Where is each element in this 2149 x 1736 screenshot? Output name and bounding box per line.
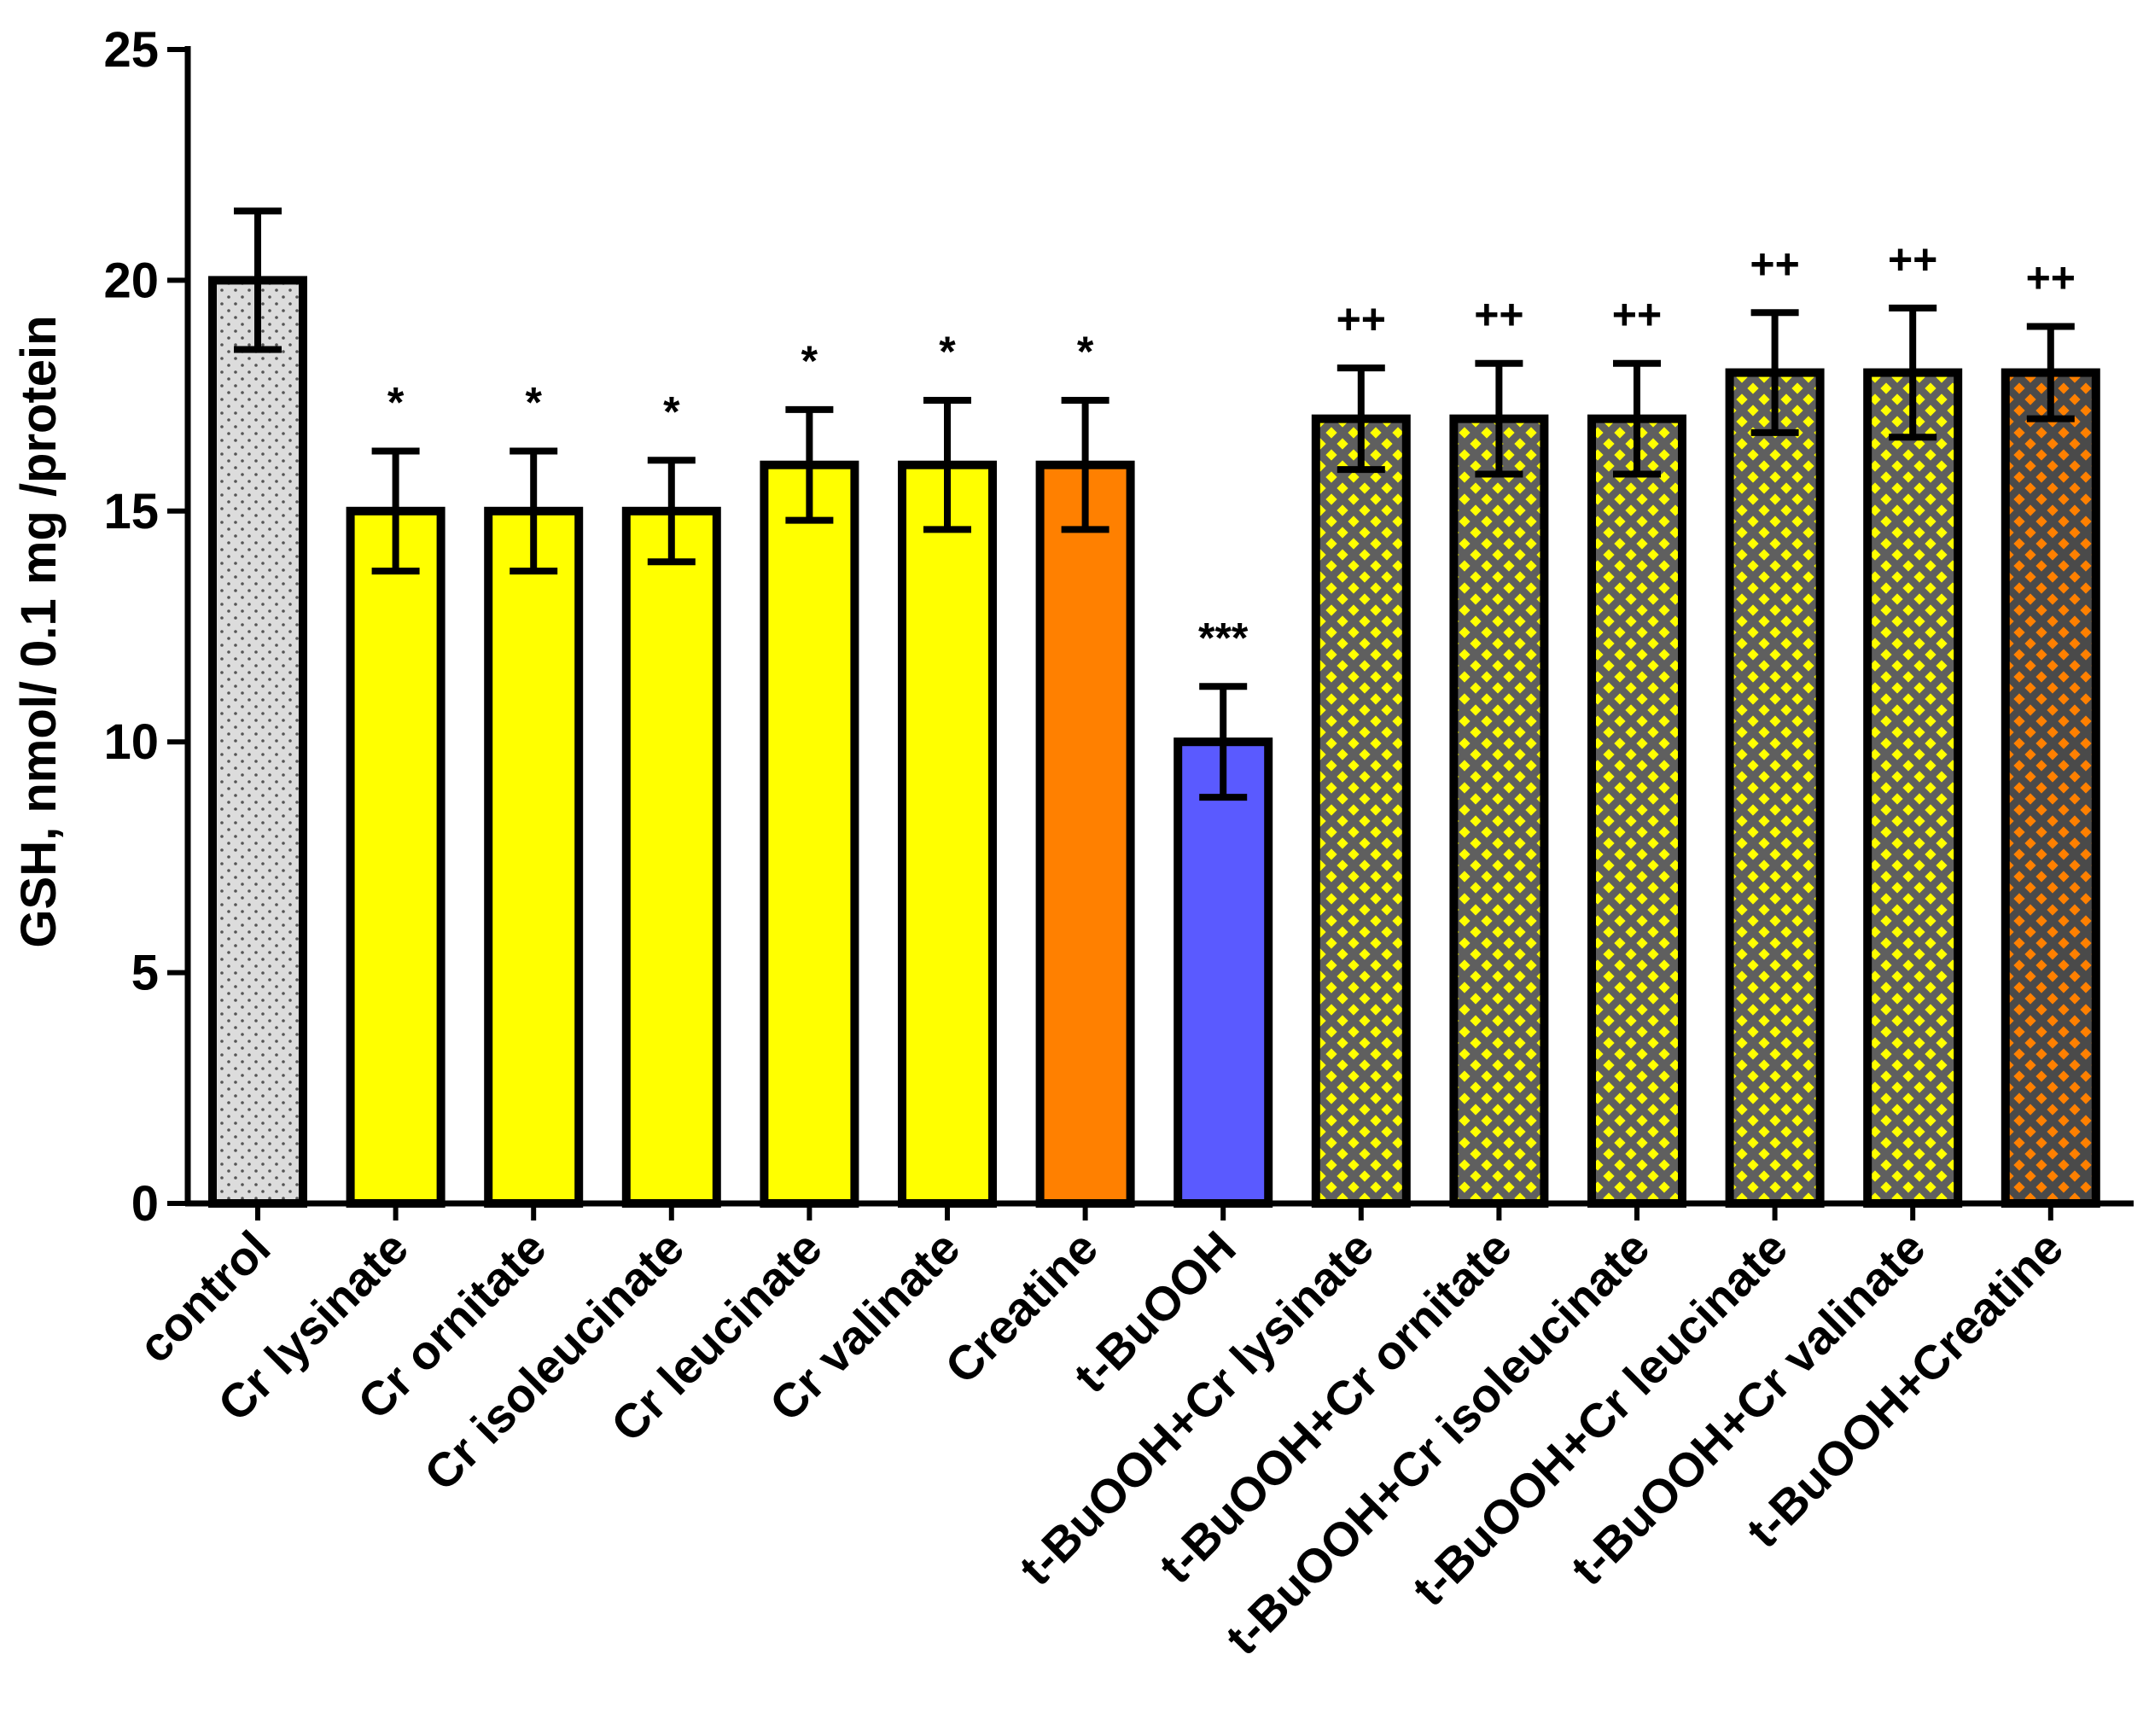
bar-cr-lysinate <box>346 506 446 1208</box>
y-tick-label-5: 5 <box>131 946 159 1001</box>
bar-creatine <box>1035 460 1135 1208</box>
bar-control <box>208 276 307 1208</box>
error-bar-t-buooh-cr-valinate <box>1889 304 1937 441</box>
significance-t-buooh-cr-valinate: ++ <box>1888 236 1937 283</box>
significance-t-buooh-cr-lysinate: ++ <box>1337 295 1386 343</box>
error-bar-cr-isoleucinate <box>647 457 696 566</box>
bar-cr-isoleucinate <box>621 506 721 1208</box>
significance-cr-leucinate: * <box>801 337 818 385</box>
y-tick-label-10: 10 <box>103 714 159 770</box>
significance-t-buooh-cr-leucinate: ++ <box>1750 240 1799 288</box>
significance-cr-lysinate: * <box>387 378 405 426</box>
bar-t-buooh-cr-valinate <box>1863 368 1963 1208</box>
error-bar-creatine <box>1061 397 1109 533</box>
significance-t-buooh: *** <box>1198 614 1249 661</box>
error-bar-cr-leucinate <box>785 405 834 524</box>
significance-creatine: * <box>1077 328 1094 376</box>
error-bar-cr-ornitate <box>510 447 558 575</box>
error-bar-control <box>234 207 282 353</box>
significance-t-buooh-creatine: ++ <box>2026 253 2076 301</box>
bar-cr-leucinate <box>760 460 859 1208</box>
bar-cr-valinate <box>898 460 997 1208</box>
bar-t-buooh-creatine <box>2000 368 2100 1208</box>
bar-t-buooh-cr-lysinate <box>1311 414 1411 1208</box>
y-tick-label-20: 20 <box>103 253 159 308</box>
bar-t-buooh <box>1174 737 1273 1208</box>
y-tick-label-0: 0 <box>131 1176 159 1232</box>
error-bar-t-buooh-cr-ornitate <box>1475 359 1523 478</box>
y-tick-label-15: 15 <box>103 484 159 539</box>
bar-t-buooh-cr-ornitate <box>1449 414 1549 1208</box>
error-bar-cr-lysinate <box>371 447 420 575</box>
significance-t-buooh-cr-isoleucinate: ++ <box>1612 291 1662 339</box>
error-bar-t-buooh-cr-leucinate <box>1750 309 1799 436</box>
bar-t-buooh-cr-isoleucinate <box>1587 414 1686 1208</box>
error-bar-t-buooh-cr-lysinate <box>1337 364 1385 474</box>
y-axis-title: GSH, nmol/ 0.1 mg /protein <box>11 315 67 947</box>
significance-t-buooh-cr-ornitate: ++ <box>1474 291 1523 339</box>
significance-cr-isoleucinate: * <box>663 387 680 435</box>
y-tick-label-25: 25 <box>103 22 159 78</box>
significance-cr-ornitate: * <box>525 378 542 426</box>
bar-cr-ornitate <box>484 506 584 1208</box>
x-tick-label-cr-isoleucinate: Cr isoleucinate <box>414 1220 694 1500</box>
bar-t-buooh-cr-leucinate <box>1725 368 1825 1208</box>
error-bar-t-buooh-creatine <box>2026 323 2075 422</box>
error-bar-cr-valinate <box>923 397 971 533</box>
error-bar-t-buooh-cr-isoleucinate <box>1613 359 1661 478</box>
error-bar-t-buooh <box>1199 683 1248 801</box>
significance-cr-valinate: * <box>939 328 956 376</box>
